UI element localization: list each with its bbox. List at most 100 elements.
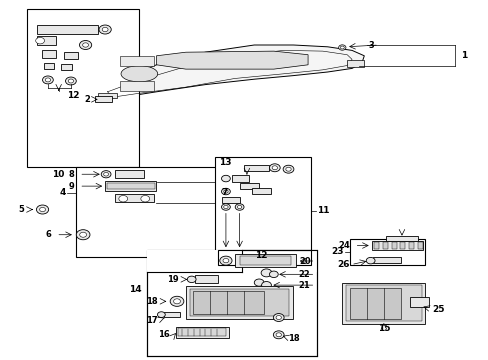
Text: 3: 3 — [367, 40, 373, 49]
Ellipse shape — [261, 282, 271, 289]
Bar — [346, 285, 421, 321]
Bar — [115, 170, 144, 178]
Text: 9: 9 — [68, 181, 74, 191]
Ellipse shape — [170, 296, 183, 306]
Text: 21: 21 — [298, 281, 310, 289]
Ellipse shape — [101, 171, 111, 178]
Bar — [98, 93, 117, 98]
Ellipse shape — [173, 299, 180, 304]
Ellipse shape — [269, 164, 280, 172]
Bar — [37, 25, 98, 34]
Bar — [146, 250, 316, 272]
Text: 1: 1 — [460, 50, 466, 59]
Bar — [105, 181, 156, 191]
Text: 14: 14 — [129, 285, 142, 294]
Bar — [371, 241, 422, 250]
Text: 2: 2 — [84, 95, 90, 104]
Bar — [120, 81, 154, 91]
Bar — [400, 242, 405, 249]
Ellipse shape — [221, 204, 230, 210]
Bar — [146, 250, 316, 356]
Text: 18: 18 — [288, 334, 300, 343]
Text: 17: 17 — [145, 316, 157, 325]
Ellipse shape — [223, 205, 227, 209]
Bar — [176, 327, 228, 338]
Bar — [106, 183, 154, 189]
Text: 22: 22 — [298, 270, 310, 279]
Ellipse shape — [338, 45, 346, 50]
Bar — [349, 239, 425, 265]
Text: 18: 18 — [145, 297, 157, 306]
Ellipse shape — [235, 204, 244, 210]
Bar — [215, 157, 310, 259]
Bar — [386, 236, 417, 241]
Bar — [41, 50, 56, 58]
Ellipse shape — [340, 46, 344, 49]
Ellipse shape — [80, 232, 86, 237]
Ellipse shape — [221, 175, 230, 182]
Bar — [244, 165, 268, 171]
Ellipse shape — [237, 205, 241, 209]
Bar — [346, 60, 364, 67]
Bar — [349, 288, 400, 319]
Ellipse shape — [273, 331, 284, 339]
Polygon shape — [88, 45, 364, 101]
Ellipse shape — [79, 40, 92, 49]
Bar — [234, 254, 295, 267]
Bar — [239, 256, 290, 265]
Bar — [217, 250, 310, 265]
Ellipse shape — [223, 190, 227, 193]
Text: 24: 24 — [337, 241, 349, 250]
Ellipse shape — [42, 76, 53, 84]
Ellipse shape — [65, 77, 76, 85]
Bar — [115, 194, 154, 202]
Bar — [44, 63, 54, 69]
Text: 12: 12 — [255, 251, 267, 260]
Ellipse shape — [275, 315, 281, 320]
Ellipse shape — [119, 195, 127, 202]
Text: 23: 23 — [330, 248, 343, 256]
Ellipse shape — [45, 78, 51, 82]
Ellipse shape — [269, 271, 278, 278]
Ellipse shape — [366, 257, 374, 264]
Bar — [76, 167, 217, 257]
Text: 25: 25 — [431, 305, 444, 314]
Bar — [61, 64, 72, 70]
Bar — [342, 283, 425, 324]
Ellipse shape — [36, 37, 44, 44]
Polygon shape — [156, 51, 307, 69]
Bar — [222, 197, 239, 203]
Ellipse shape — [219, 256, 232, 265]
Bar — [185, 286, 293, 319]
Bar — [231, 175, 249, 182]
Bar — [417, 242, 422, 249]
Text: 7: 7 — [221, 188, 227, 197]
Bar — [178, 328, 226, 336]
Ellipse shape — [283, 165, 293, 173]
Ellipse shape — [40, 207, 45, 212]
Text: 4: 4 — [60, 188, 66, 197]
Text: 16: 16 — [158, 330, 170, 338]
Ellipse shape — [271, 166, 277, 170]
Ellipse shape — [82, 43, 88, 47]
Ellipse shape — [221, 188, 230, 195]
Ellipse shape — [261, 269, 271, 277]
Text: 26: 26 — [336, 260, 349, 269]
Text: 19: 19 — [166, 275, 178, 284]
Bar — [27, 9, 139, 167]
Bar — [372, 257, 400, 263]
Bar — [193, 291, 264, 314]
Bar — [37, 36, 56, 45]
Ellipse shape — [36, 205, 48, 214]
Ellipse shape — [157, 312, 165, 318]
Text: 11: 11 — [316, 206, 329, 215]
Bar — [251, 188, 271, 194]
Text: 15: 15 — [377, 324, 389, 333]
Text: 12: 12 — [67, 91, 80, 100]
Bar — [409, 297, 428, 307]
Bar — [391, 242, 396, 249]
Ellipse shape — [273, 314, 284, 321]
Text: 20: 20 — [298, 256, 310, 265]
Bar — [95, 96, 112, 102]
Ellipse shape — [99, 25, 111, 34]
